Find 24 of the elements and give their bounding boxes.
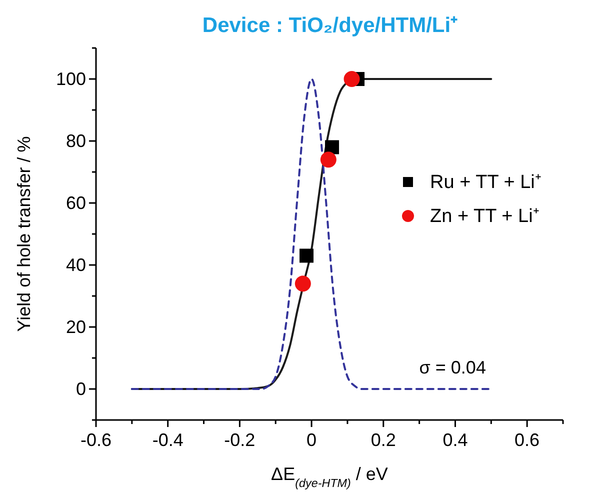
y-tick-label: 80: [66, 131, 86, 151]
point: [320, 152, 336, 168]
point: [325, 140, 340, 154]
y-tick-label: 100: [56, 69, 86, 89]
point: [294, 276, 311, 292]
x-tick-label: -0.6: [80, 430, 112, 450]
x-tick-label: -0.4: [152, 430, 184, 450]
x-axis-title: ΔE$_{(dye-HTM)}$ / eV: [271, 464, 388, 490]
point: [344, 71, 360, 87]
y-axis-title: Yield of hole transfer / %: [14, 136, 34, 332]
x-tick-label: 0.4: [442, 430, 468, 450]
y-tick-label: 20: [66, 317, 86, 337]
y-tick-label: 0: [76, 379, 86, 399]
x-tick-label: -0.2: [224, 430, 256, 450]
chart-title: Device : TiO₂/dye/HTM/Li⁺: [202, 14, 458, 37]
annotation: σ = 0.04: [419, 358, 486, 378]
y-tick-label: 60: [66, 193, 86, 213]
y-tick-label: 40: [66, 255, 86, 275]
point: [300, 248, 314, 263]
legend-label: Ru + TT + Li⁺: [430, 172, 541, 193]
x-tick-label: 0: [306, 430, 317, 450]
x-tick-label: 0.6: [514, 430, 540, 450]
legend-label: Zn + TT + Li⁺: [430, 206, 539, 227]
x-tick-label: 0.2: [370, 430, 396, 450]
